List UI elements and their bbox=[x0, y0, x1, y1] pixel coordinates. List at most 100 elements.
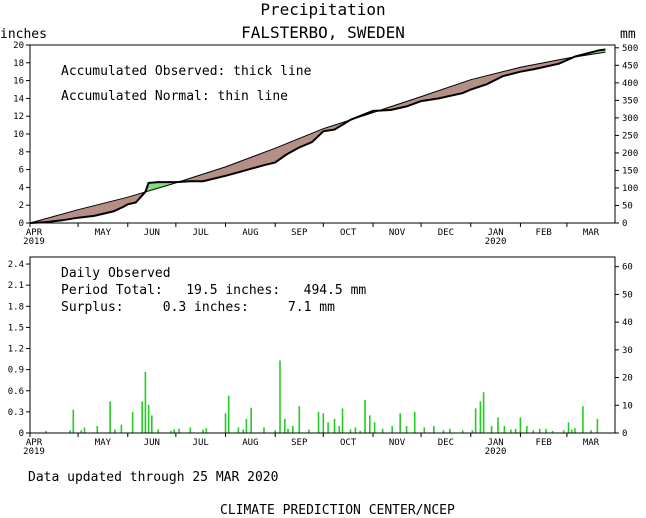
accumulated-y-tick-label-left: 0 bbox=[19, 219, 24, 229]
daily-x-tick-label: JAN bbox=[487, 438, 503, 448]
chart-subtitle: FALSTERBO, SWEDEN bbox=[241, 23, 405, 42]
daily-y-tick-label-left: 0.9 bbox=[8, 366, 24, 376]
accumulated-x-tick-label: MAR bbox=[583, 228, 600, 238]
daily-bar bbox=[413, 411, 416, 433]
daily-bar bbox=[327, 422, 329, 433]
daily-bar bbox=[503, 426, 506, 433]
accumulated-y-tick-label-left: 16 bbox=[13, 77, 24, 87]
daily-panel: 0 0.3 0.6 0.9 1.2 1.5 1.8 2.1 2.4 0 10 20 30 40 50 60 AP… bbox=[8, 256, 633, 457]
daily-y-tick-label-right: 50 bbox=[622, 290, 633, 300]
daily-x-tick-label: MAY bbox=[95, 438, 112, 448]
daily-bar bbox=[373, 422, 376, 433]
daily-bar bbox=[120, 424, 123, 433]
daily-bar bbox=[237, 427, 240, 433]
accumulated-y-tick-label-left: 4 bbox=[19, 183, 24, 193]
deficit-area bbox=[179, 120, 349, 182]
daily-bar bbox=[287, 428, 289, 433]
accumulated-x-tick-label: MAY bbox=[95, 228, 112, 238]
daily-bar bbox=[570, 429, 573, 433]
daily-bar bbox=[147, 404, 150, 433]
annotation-period-total: Period Total: 19.5 inches: 494.5 mm bbox=[61, 283, 366, 298]
daily-x-tick-label: NOV bbox=[389, 438, 406, 448]
daily-bar bbox=[479, 401, 482, 433]
daily-bar bbox=[141, 401, 143, 433]
daily-bar bbox=[170, 430, 172, 433]
daily-bar bbox=[157, 429, 159, 433]
daily-bar bbox=[399, 413, 401, 433]
daily-bar bbox=[245, 418, 248, 433]
accumulated-x-tick-label: JUN bbox=[144, 228, 160, 238]
daily-bar bbox=[284, 418, 286, 433]
daily-bar bbox=[433, 426, 435, 433]
annotation-daily-observed: Daily Observed bbox=[61, 266, 171, 281]
accumulated-y-tick-label-left: 6 bbox=[19, 166, 24, 176]
accumulated-y-tick-label-left: 10 bbox=[13, 130, 24, 140]
daily-bar bbox=[526, 426, 528, 433]
surplus-area bbox=[143, 181, 180, 194]
daily-bar bbox=[178, 428, 180, 433]
accumulated-y-tick-label-left: 14 bbox=[13, 94, 24, 104]
daily-bar bbox=[364, 399, 366, 433]
annotation-normal: Accumulated Normal: thin line bbox=[61, 89, 288, 104]
accumulated-panel: 0246810121416182005010015020025030035040… bbox=[13, 41, 638, 247]
daily-bar bbox=[242, 429, 244, 433]
daily-x-year-label: 2020 bbox=[485, 447, 507, 457]
updated-text: Data updated through 25 MAR 2020 bbox=[28, 470, 278, 485]
daily-bar bbox=[80, 430, 83, 433]
daily-bar bbox=[381, 428, 384, 433]
daily-bar bbox=[205, 428, 208, 433]
daily-bar bbox=[369, 415, 371, 433]
daily-bar bbox=[562, 430, 565, 433]
credit-text: CLIMATE PREDICTION CENTER/NCEP bbox=[220, 503, 455, 518]
daily-x-tick-label: FEB bbox=[536, 438, 552, 448]
daily-bar bbox=[405, 426, 408, 433]
daily-y-tick-label-right: 0 bbox=[622, 429, 627, 439]
accumulated-x-tick-label: JUL bbox=[193, 228, 209, 238]
accumulated-y-tick-label-right: 200 bbox=[622, 149, 638, 159]
accumulated-y-tick-label-left: 20 bbox=[13, 41, 24, 51]
accumulated-x-tick-label: SEP bbox=[291, 228, 308, 238]
daily-bar bbox=[317, 411, 320, 433]
daily-bar bbox=[545, 428, 547, 433]
accumulated-y-tick-label-right: 500 bbox=[622, 44, 638, 54]
annotation-surplus: Surplus: 0.3 inches: 7.1 mm bbox=[61, 300, 335, 315]
daily-y-tick-label-right: 20 bbox=[622, 374, 633, 384]
daily-bar bbox=[96, 426, 99, 433]
daily-bar bbox=[173, 429, 175, 433]
daily-y-tick-label-left: 0 bbox=[19, 429, 24, 439]
daily-bar bbox=[442, 430, 445, 433]
daily-bar bbox=[341, 408, 344, 433]
deficit-area bbox=[377, 57, 572, 111]
daily-bar bbox=[349, 429, 352, 433]
daily-bar bbox=[114, 429, 116, 433]
accumulated-y-tick-label-right: 400 bbox=[622, 79, 638, 89]
accumulated-x-year-label: 2020 bbox=[485, 237, 507, 247]
daily-y-tick-label-left: 2.1 bbox=[8, 281, 24, 291]
daily-y-tick-label-right: 30 bbox=[622, 346, 633, 356]
daily-x-year-label: 2019 bbox=[23, 447, 45, 457]
accumulated-x-tick-label: JAN bbox=[487, 228, 503, 238]
accumulated-y-tick-label-left: 2 bbox=[19, 201, 24, 211]
daily-bar bbox=[490, 426, 493, 433]
daily-bar bbox=[45, 430, 47, 433]
daily-bar bbox=[391, 426, 393, 433]
daily-bar bbox=[333, 418, 336, 433]
daily-bar bbox=[538, 428, 541, 433]
daily-bar bbox=[189, 427, 192, 433]
daily-bar bbox=[423, 427, 426, 433]
daily-bars bbox=[45, 360, 599, 433]
daily-bar bbox=[567, 422, 570, 433]
daily-bar bbox=[202, 429, 204, 433]
daily-x-tick-label: AUG bbox=[242, 438, 258, 448]
accumulated-y-tick-label-left: 12 bbox=[13, 112, 24, 122]
daily-bar bbox=[359, 430, 361, 433]
daily-y-tick-label-right: 40 bbox=[622, 318, 633, 328]
accumulated-observed-line bbox=[29, 48, 606, 224]
annotation-observed: Accumulated Observed: thick line bbox=[61, 64, 312, 79]
daily-bar bbox=[590, 430, 592, 433]
daily-bar bbox=[227, 395, 230, 433]
right-unit-label: mm bbox=[620, 27, 636, 42]
daily-bar bbox=[72, 409, 75, 433]
daily-bar bbox=[83, 427, 86, 433]
daily-bar bbox=[250, 407, 252, 433]
